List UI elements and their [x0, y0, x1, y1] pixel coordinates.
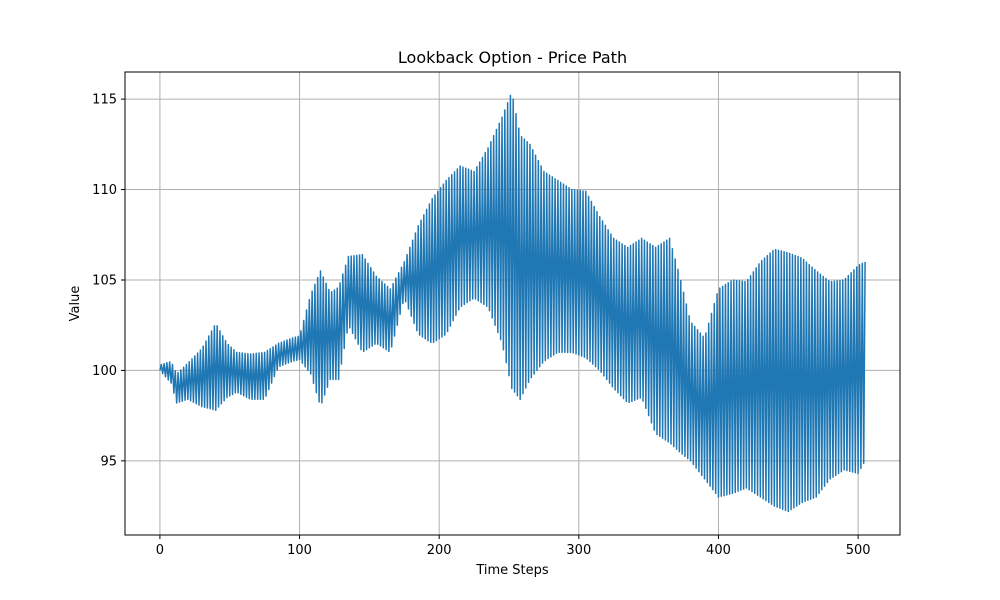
chart-title: Lookback Option - Price Path — [398, 48, 627, 67]
x-tick-label: 300 — [566, 543, 591, 558]
x-tick-label: 100 — [287, 543, 312, 558]
y-tick-label: 110 — [92, 183, 117, 198]
y-tick-label: 105 — [92, 273, 117, 288]
axes-frame — [124, 71, 901, 536]
x-tick-label: 400 — [706, 543, 731, 558]
ticks: 0 100 200 300 400 500 95 100 105 110 115 — [92, 93, 870, 558]
y-axis-label: Value — [68, 286, 83, 322]
y-tick-label: 100 — [92, 364, 117, 379]
x-axis-label: Time Steps — [475, 563, 549, 578]
y-tick-label: 95 — [100, 454, 117, 469]
x-tick-label: 200 — [427, 543, 452, 558]
x-tick-label: 0 — [156, 543, 164, 558]
x-tick-label: 500 — [846, 543, 871, 558]
series-layer — [159, 94, 866, 513]
series-line — [159, 94, 866, 513]
y-tick-label: 115 — [92, 93, 117, 108]
